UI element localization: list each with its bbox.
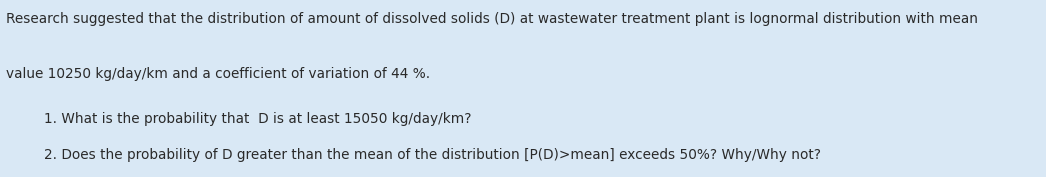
- Text: 1. What is the probability that  D is at least 15050 kg/day/km?: 1. What is the probability that D is at …: [44, 112, 472, 125]
- Text: 2. Does the probability of D greater than the mean of the distribution [P(D)>mea: 2. Does the probability of D greater tha…: [44, 148, 821, 162]
- Text: Research suggested that the distribution of amount of dissolved solids (D) at wa: Research suggested that the distribution…: [6, 12, 978, 26]
- Text: value 10250 kg/day/km and a coefficient of variation of 44 %.: value 10250 kg/day/km and a coefficient …: [6, 67, 430, 81]
